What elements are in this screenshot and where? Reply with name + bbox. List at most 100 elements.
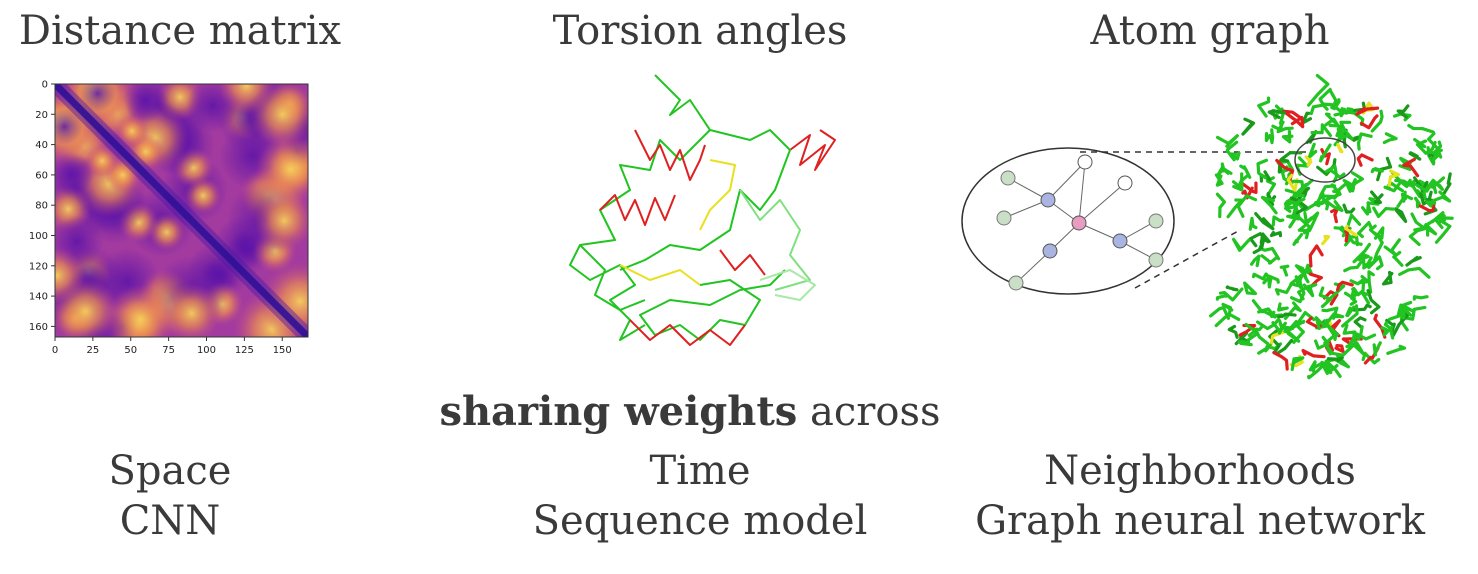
atom-bond xyxy=(1429,150,1441,163)
atom-bond xyxy=(1333,107,1354,117)
sharing-weights-caption: sharing weights across xyxy=(380,388,1000,435)
graph-node xyxy=(1148,213,1164,229)
atom-bond xyxy=(1341,304,1359,328)
graph-node xyxy=(1008,275,1024,291)
atom-bond xyxy=(1257,307,1282,318)
time-label: Time xyxy=(649,448,751,494)
atom-bond xyxy=(1391,310,1410,337)
atom-bond xyxy=(1324,117,1342,138)
graph-node xyxy=(1000,170,1016,186)
zoom-region-ellipse xyxy=(1294,137,1356,183)
atom-bond xyxy=(1362,241,1384,270)
y-tick-label: 100 xyxy=(29,231,48,242)
atom-bond xyxy=(1294,264,1310,284)
atom-bond xyxy=(1343,110,1365,127)
atom-bond xyxy=(1324,112,1337,125)
atom-bond xyxy=(1383,238,1401,257)
atom-bond xyxy=(1330,98,1341,111)
atom-bond xyxy=(1336,142,1344,154)
atom-bond xyxy=(1413,196,1421,209)
atom-bond xyxy=(1355,106,1380,116)
atom-bond xyxy=(1412,295,1429,301)
heatmap-cell-cluster xyxy=(184,177,222,214)
atom-bond xyxy=(1433,216,1454,230)
heatmap-cell-cluster xyxy=(105,284,176,337)
atom-bond xyxy=(1357,253,1370,264)
heatmap-cell-cluster xyxy=(255,134,308,205)
atom-bond xyxy=(1442,172,1452,196)
graph-node xyxy=(1112,233,1128,249)
heatmap-diagonal xyxy=(55,84,308,337)
zoom-connector-lines xyxy=(1080,151,1320,289)
atom-bond xyxy=(1251,272,1268,281)
atom-bond xyxy=(1394,207,1408,224)
atom-bond xyxy=(1247,328,1270,346)
atom-bond xyxy=(1296,310,1316,326)
atom-bond xyxy=(1294,275,1302,289)
heatmap-cell-cluster xyxy=(123,84,167,123)
atom-bond xyxy=(1361,203,1372,216)
atom-bond xyxy=(1367,255,1384,271)
atom-bond xyxy=(1407,179,1428,188)
atom-bond xyxy=(1408,226,1429,247)
graph-node xyxy=(1148,252,1164,268)
atom-bond xyxy=(1415,140,1437,155)
atom-bond xyxy=(1402,157,1420,178)
atom-bond xyxy=(1278,319,1299,330)
atom-bond xyxy=(1296,186,1311,201)
atom-bond xyxy=(1396,192,1414,208)
cnn-label: CNN xyxy=(119,498,221,544)
heatmap-cell-cluster xyxy=(85,144,119,178)
atom-bond xyxy=(1271,120,1283,132)
atom-bond xyxy=(1410,212,1426,232)
protein-stick-model xyxy=(1209,73,1454,380)
atom-bond xyxy=(1334,344,1345,353)
atom-bond xyxy=(1277,312,1297,319)
atom-bond xyxy=(1310,123,1332,138)
atom-bond xyxy=(1324,358,1342,378)
y-tick-label: 40 xyxy=(35,140,48,151)
neighborhoods-label: Neighborhoods xyxy=(1044,448,1356,494)
atom-bond xyxy=(1241,117,1256,136)
atom-bond xyxy=(1307,73,1330,107)
atom-bond xyxy=(1277,302,1289,312)
atom-bond xyxy=(1252,238,1265,255)
atom-bond xyxy=(1407,123,1435,134)
atom-bond xyxy=(1301,111,1313,125)
atom-bond xyxy=(1314,192,1332,207)
atom-bond xyxy=(1257,96,1271,118)
atom-bond xyxy=(1335,280,1354,292)
atom-bond xyxy=(1307,142,1318,159)
heatmap-cell-cluster xyxy=(249,84,308,148)
sharing-weights-bold: sharing weights xyxy=(439,388,798,435)
atom-bond xyxy=(1244,322,1265,332)
graph-node xyxy=(1040,192,1056,208)
atom-bond xyxy=(1408,151,1422,161)
atom-bond xyxy=(1424,222,1438,237)
distance-matrix-heatmap: 0 20 40 60 80 100 120 140 160 0 25 50 75 100 125 150 xyxy=(29,80,309,356)
atom-bond xyxy=(1356,153,1374,167)
atom-bond xyxy=(1349,277,1366,292)
atom-bond xyxy=(1284,199,1301,213)
atom-bond xyxy=(1290,115,1305,129)
atom-bond xyxy=(1324,199,1344,213)
atom-bond xyxy=(1370,167,1384,174)
atom-bond xyxy=(1308,272,1324,287)
atom-bond xyxy=(1353,331,1377,341)
heatmap-cell-cluster xyxy=(115,114,149,148)
time-column: Time Sequence model xyxy=(500,446,900,546)
graph-node xyxy=(1117,175,1133,191)
atom-bond xyxy=(1372,341,1382,357)
atom-bond xyxy=(1229,151,1241,161)
distance-matrix-title: Distance matrix xyxy=(18,8,342,54)
atom-graph-title: Atom graph xyxy=(1090,8,1330,54)
atom-bond xyxy=(1320,360,1333,375)
atom-bond xyxy=(1345,305,1356,318)
atom-bond xyxy=(1215,134,1239,148)
atom-bond xyxy=(1236,194,1258,218)
atom-bond xyxy=(1241,181,1258,194)
atom-bond xyxy=(1304,155,1313,167)
atom-bond xyxy=(1321,306,1339,320)
atom-bond xyxy=(1292,232,1304,246)
atom-bond xyxy=(1387,169,1400,189)
